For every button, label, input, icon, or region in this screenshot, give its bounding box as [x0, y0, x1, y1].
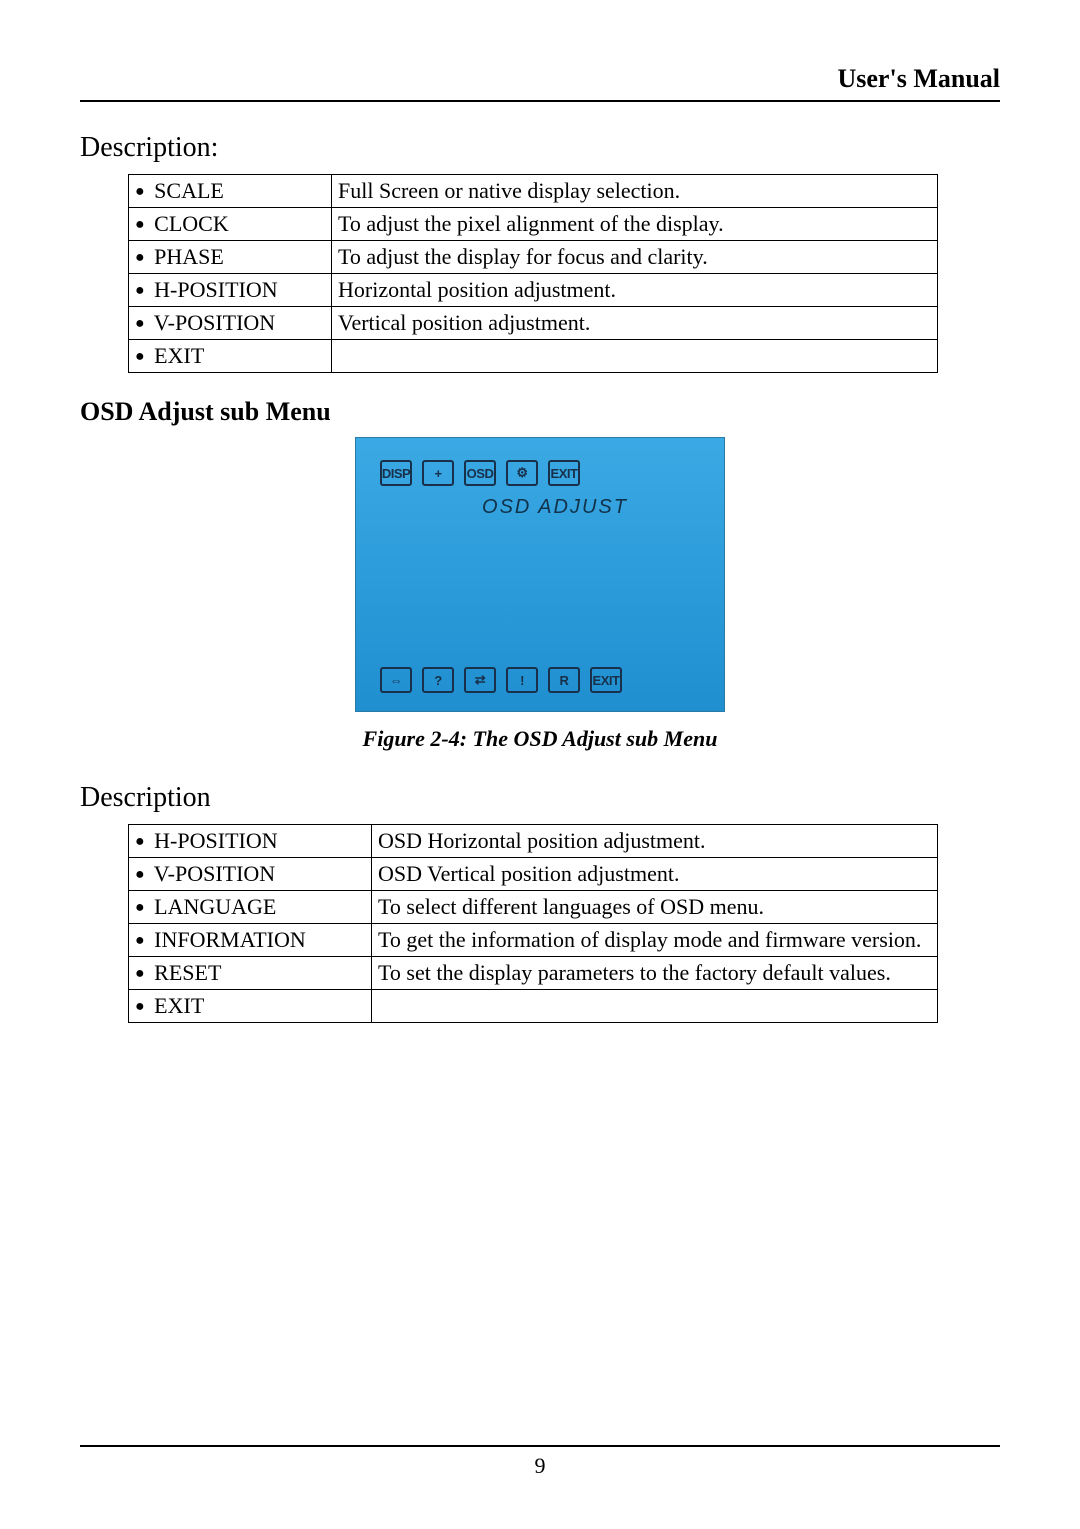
row-label: ● EXIT: [129, 340, 332, 373]
osd-screen: DISP + OSD ⚙ EXIT OSD ADJUST ⇔? ⇄! R EXIT: [355, 437, 725, 712]
row-label: ● CLOCK: [129, 208, 332, 241]
bullet-icon: ●: [135, 833, 145, 850]
osd-bottom-icon: ⇄: [464, 667, 496, 693]
bullet-icon: ●: [135, 932, 145, 949]
row-label: ● LANGUAGE: [129, 891, 372, 924]
row-label-text: PHASE: [149, 244, 224, 269]
osd-heading: OSD Adjust sub Menu: [80, 397, 1000, 427]
osd-top-icon-row: DISP + OSD ⚙ EXIT: [380, 460, 700, 486]
row-label-text: SCALE: [149, 178, 224, 203]
osd-top-icon: OSD: [464, 460, 496, 486]
osd-bottom-icon-row: ⇔? ⇄! R EXIT: [380, 667, 622, 693]
osd-top-icon: DISP: [380, 460, 412, 486]
row-label-text: LANGUAGE: [149, 894, 277, 919]
table-row: ● EXIT: [129, 340, 938, 373]
table-row: ● LANGUAGETo select different languages …: [129, 891, 938, 924]
osd-figure: DISP + OSD ⚙ EXIT OSD ADJUST ⇔? ⇄! R EXIT Figur…: [80, 437, 1000, 752]
osd-top-icon: +: [422, 460, 454, 486]
bullet-icon: ●: [135, 249, 145, 266]
table-row: ● H-POSITIONOSD Horizontal position adju…: [129, 825, 938, 858]
description1-table: ● SCALEFull Screen or native display sel…: [128, 174, 938, 373]
row-desc: OSD Vertical position adjustment.: [372, 858, 938, 891]
table-row: ● PHASETo adjust the display for focus a…: [129, 241, 938, 274]
row-desc: To select different languages of OSD men…: [372, 891, 938, 924]
table-row: ● SCALEFull Screen or native display sel…: [129, 175, 938, 208]
row-label-text: EXIT: [149, 343, 205, 368]
table-row: ● H-POSITIONHorizontal position adjustme…: [129, 274, 938, 307]
row-label: ● INFORMATION: [129, 924, 372, 957]
description2-heading: Description: [80, 782, 1000, 814]
row-desc: OSD Horizontal position adjustment.: [372, 825, 938, 858]
row-desc: To adjust the pixel alignment of the dis…: [332, 208, 938, 241]
manual-page: User's Manual Description: ● SCALEFull S…: [0, 0, 1080, 1529]
bullet-icon: ●: [135, 315, 145, 332]
row-label-text: INFORMATION: [149, 927, 306, 952]
osd-bottom-icon: R: [548, 667, 580, 693]
bullet-icon: ●: [135, 899, 145, 916]
row-label: ● H-POSITION: [129, 274, 332, 307]
description2-table: ● H-POSITIONOSD Horizontal position adju…: [128, 824, 938, 1023]
table-row: ● RESETTo set the display parameters to …: [129, 957, 938, 990]
row-label-text: H-POSITION: [149, 277, 278, 302]
osd-bottom-icon: ?: [422, 667, 454, 693]
row-desc: To get the information of display mode a…: [372, 924, 938, 957]
bullet-icon: ●: [135, 998, 145, 1015]
osd-top-icon: EXIT: [548, 460, 580, 486]
row-label: ● H-POSITION: [129, 825, 372, 858]
table-row: ● INFORMATIONTo get the information of d…: [129, 924, 938, 957]
row-desc: To adjust the display for focus and clar…: [332, 241, 938, 274]
row-label-text: H-POSITION: [149, 828, 278, 853]
row-desc: Full Screen or native display selection.: [332, 175, 938, 208]
row-desc: [372, 990, 938, 1023]
osd-top-icon: ⚙: [506, 460, 538, 486]
table-row: ● EXIT: [129, 990, 938, 1023]
description1-heading: Description:: [80, 132, 1000, 164]
table-row: ● V-POSITIONOSD Vertical position adjust…: [129, 858, 938, 891]
row-label: ● V-POSITION: [129, 858, 372, 891]
osd-bottom-icon: !: [506, 667, 538, 693]
row-desc: Vertical position adjustment.: [332, 307, 938, 340]
bullet-icon: ●: [135, 965, 145, 982]
row-label: ● RESET: [129, 957, 372, 990]
figure-caption: Figure 2-4: The OSD Adjust sub Menu: [80, 726, 1000, 752]
bullet-icon: ●: [135, 866, 145, 883]
row-desc: To set the display parameters to the fac…: [372, 957, 938, 990]
row-label-text: V-POSITION: [149, 861, 276, 886]
row-desc: [332, 340, 938, 373]
bullet-icon: ●: [135, 183, 145, 200]
row-label: ● SCALE: [129, 175, 332, 208]
osd-bottom-icon: EXIT: [590, 667, 622, 693]
bullet-icon: ●: [135, 348, 145, 365]
row-label: ● PHASE: [129, 241, 332, 274]
row-label: ● EXIT: [129, 990, 372, 1023]
bullet-icon: ●: [135, 282, 145, 299]
table-row: ● V-POSITIONVertical position adjustment…: [129, 307, 938, 340]
row-label: ● V-POSITION: [129, 307, 332, 340]
osd-screen-title: OSD ADJUST: [410, 496, 700, 519]
table-row: ● CLOCKTo adjust the pixel alignment of …: [129, 208, 938, 241]
row-label-text: CLOCK: [149, 211, 229, 236]
row-label-text: V-POSITION: [149, 310, 276, 335]
osd-bottom-icon: ⇔: [380, 667, 412, 693]
row-desc: Horizontal position adjustment.: [332, 274, 938, 307]
row-label-text: RESET: [149, 960, 222, 985]
bullet-icon: ●: [135, 216, 145, 233]
page-header: User's Manual: [80, 64, 1000, 102]
row-label-text: EXIT: [149, 993, 205, 1018]
page-number: 9: [535, 1453, 546, 1478]
page-footer: 9: [80, 1445, 1000, 1479]
header-title: User's Manual: [838, 64, 1001, 93]
